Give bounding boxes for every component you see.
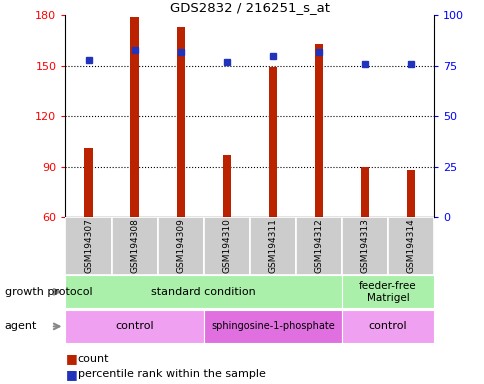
Text: GSM194314: GSM194314 [406,218,415,273]
Text: sphingosine-1-phosphate: sphingosine-1-phosphate [211,321,334,331]
Bar [341,275,433,308]
Bar [406,170,414,217]
Text: ■: ■ [65,353,77,366]
Bar [314,44,322,217]
Text: agent: agent [5,321,37,331]
Text: count: count [77,354,109,364]
Bar [268,68,276,217]
Text: GSM194313: GSM194313 [360,218,369,273]
Text: feeder-free
Matrigel: feeder-free Matrigel [359,281,416,303]
Text: GSM194310: GSM194310 [222,218,231,273]
Text: GSM194309: GSM194309 [176,218,185,273]
Text: control: control [115,321,153,331]
Bar [84,148,92,217]
Bar [222,155,230,217]
Title: GDS2832 / 216251_s_at: GDS2832 / 216251_s_at [169,1,329,14]
Text: GSM194312: GSM194312 [314,218,323,273]
Bar [203,310,341,343]
Text: control: control [368,321,407,331]
Bar [65,310,203,343]
Bar [341,310,433,343]
Bar [387,217,433,275]
Text: GSM194308: GSM194308 [130,218,139,273]
Bar [176,27,184,217]
Bar [65,217,111,275]
Bar [360,167,368,217]
Bar [111,217,157,275]
Text: GSM194311: GSM194311 [268,218,277,273]
Text: percentile rank within the sample: percentile rank within the sample [77,369,265,379]
Bar [249,217,295,275]
Text: GSM194307: GSM194307 [84,218,93,273]
Text: ■: ■ [65,368,77,381]
Bar [341,217,387,275]
Bar [295,217,341,275]
Bar [157,217,203,275]
Text: growth protocol: growth protocol [5,287,92,297]
Bar [130,17,138,217]
Text: standard condition: standard condition [151,287,256,297]
Bar [203,217,249,275]
Bar [65,275,341,308]
